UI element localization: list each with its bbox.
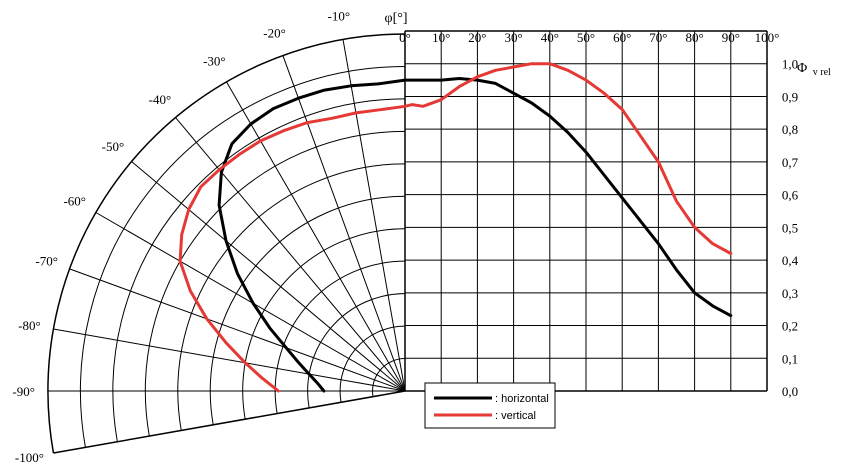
y-tick-label: 0,4 bbox=[782, 253, 799, 268]
x-tick-label: 30° bbox=[504, 30, 522, 45]
polar-spoke bbox=[175, 117, 406, 392]
polar-angle-tick-label: -10° bbox=[328, 8, 351, 23]
polar-angle-tick-label: -60° bbox=[63, 193, 86, 208]
polar-angle-tick-label: -100° bbox=[15, 450, 44, 465]
value-axis-title-main: Φ bbox=[797, 61, 807, 76]
cartesian-grid bbox=[404, 30, 768, 392]
polar-spoke bbox=[282, 55, 406, 392]
polar-spoke bbox=[95, 212, 406, 392]
polar-spoke bbox=[342, 39, 406, 392]
x-tick-label: 10° bbox=[432, 30, 450, 45]
y-tick-label: 0,6 bbox=[782, 188, 799, 203]
polar-angle-tick-label: -70° bbox=[35, 254, 58, 269]
polar-spoke bbox=[53, 390, 406, 454]
x-tick-label: 60° bbox=[613, 30, 631, 45]
legend-box bbox=[424, 382, 556, 429]
x-tick-label: 40° bbox=[541, 30, 559, 45]
labels-layer: φ[°] Φ v rel -10° -20° -30° -40° -50° -60° -70… bbox=[12, 8, 831, 465]
polar-angle-tick-label: -90° bbox=[12, 384, 35, 399]
value-axis-title: Φ v rel bbox=[797, 61, 831, 78]
x-tick-label: 100° bbox=[755, 30, 780, 45]
polar-angle-tick-label: -80° bbox=[18, 318, 41, 333]
x-tick-label: 90° bbox=[722, 30, 740, 45]
x-tick-label: 20° bbox=[468, 30, 486, 45]
y-tick-label: 0,0 bbox=[782, 384, 798, 399]
series-line-horizontal bbox=[217, 77, 733, 393]
y-tick-label: 1,0 bbox=[782, 57, 798, 72]
value-axis-title-sub: v rel bbox=[813, 67, 831, 78]
polar-spoke bbox=[226, 81, 406, 392]
y-tick-label: 0,7 bbox=[782, 155, 799, 170]
y-tick-label: 0,2 bbox=[782, 319, 798, 334]
polar-angle-tick-label: -20° bbox=[263, 26, 286, 41]
polar-angle-tick-label: -30° bbox=[203, 54, 226, 69]
y-tick-label: 0,9 bbox=[782, 89, 798, 104]
y-tick-label: 0,8 bbox=[782, 122, 798, 137]
polar-angle-tick-label: -50° bbox=[102, 139, 125, 154]
series-layer bbox=[178, 62, 733, 393]
y-tick-label: 0,5 bbox=[782, 220, 798, 235]
x-tick-label: 0° bbox=[399, 30, 411, 45]
polar-spoke bbox=[131, 161, 406, 392]
legend: : horizontal : vertical bbox=[424, 382, 556, 429]
y-tick-label: 0,1 bbox=[782, 351, 798, 366]
polar-angle-tick-label: -40° bbox=[149, 92, 172, 107]
x-tick-label: 80° bbox=[685, 30, 703, 45]
legend-label-vertical: : vertical bbox=[495, 410, 536, 422]
y-tick-label: 0,3 bbox=[782, 286, 798, 301]
x-tick-label: 50° bbox=[577, 30, 595, 45]
polar-spoke bbox=[53, 328, 406, 392]
x-tick-label: 70° bbox=[649, 30, 667, 45]
angle-axis-title: φ[°] bbox=[384, 11, 407, 26]
polar-spoke bbox=[69, 268, 406, 392]
series-line-vertical bbox=[178, 62, 733, 393]
legend-label-horizontal: : horizontal bbox=[495, 393, 549, 405]
